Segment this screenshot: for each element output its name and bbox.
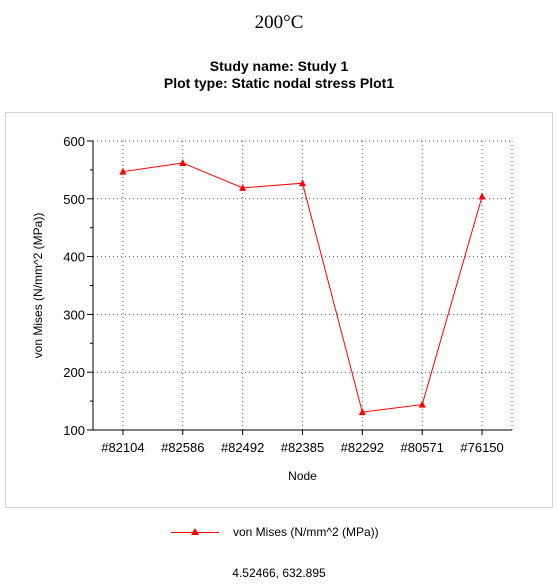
plot-frame: [5, 112, 553, 508]
x-tick-label: #82292: [341, 440, 384, 455]
x-tick-label: #82492: [221, 440, 264, 455]
data-point-marker: [478, 192, 486, 200]
axes: [87, 140, 512, 435]
figure-caption: 200°C: [254, 12, 304, 33]
data-point-marker: [239, 183, 247, 191]
y-tick-label: 300: [63, 307, 85, 322]
legend-label: von Mises (N/mm^2 (MPa)): [233, 525, 379, 539]
series-layer: [119, 158, 486, 416]
legend-triangle-marker-icon: [191, 528, 199, 535]
x-tick-labels: #82104 #82586 #82492 #82385 #82292 #80571 #761…: [101, 440, 504, 455]
data-point-marker: [119, 167, 127, 175]
legend: von Mises (N/mm^2 (MPa)): [0, 524, 558, 542]
y-tick-label: 400: [63, 250, 85, 265]
y-tick-label: 200: [63, 365, 85, 380]
y-tick-labels: 100 200 300 400 500 600: [63, 134, 85, 438]
y-axis-label: von Mises (N/mm^2 (MPa)): [31, 213, 45, 359]
data-point-marker: [418, 400, 426, 408]
x-tick-label: #80571: [401, 440, 444, 455]
y-tick-label: 500: [63, 192, 85, 207]
chart-titles: Study name: Study 1 Plot type: Static no…: [0, 58, 558, 92]
x-axis-label: Node: [288, 469, 317, 483]
chart-title: Study name: Study 1: [209, 58, 349, 74]
chart-subtitle: Plot type: Static nodal stress Plot1: [163, 75, 395, 91]
series-line: [122, 162, 483, 413]
x-tick-label: #82586: [161, 440, 204, 455]
x-tick-label: #76150: [460, 440, 503, 455]
data-point-marker: [358, 408, 366, 416]
data-point-marker: [299, 179, 306, 187]
grid-lines: [93, 140, 513, 430]
x-tick-label: #82104: [101, 440, 144, 455]
y-tick-label: 100: [63, 423, 85, 438]
y-tick-label: 600: [63, 134, 85, 149]
x-tick-label: #82385: [281, 440, 324, 455]
cursor-coordinates: 4.52466, 632.895: [232, 566, 326, 580]
data-point-marker: [179, 158, 187, 166]
